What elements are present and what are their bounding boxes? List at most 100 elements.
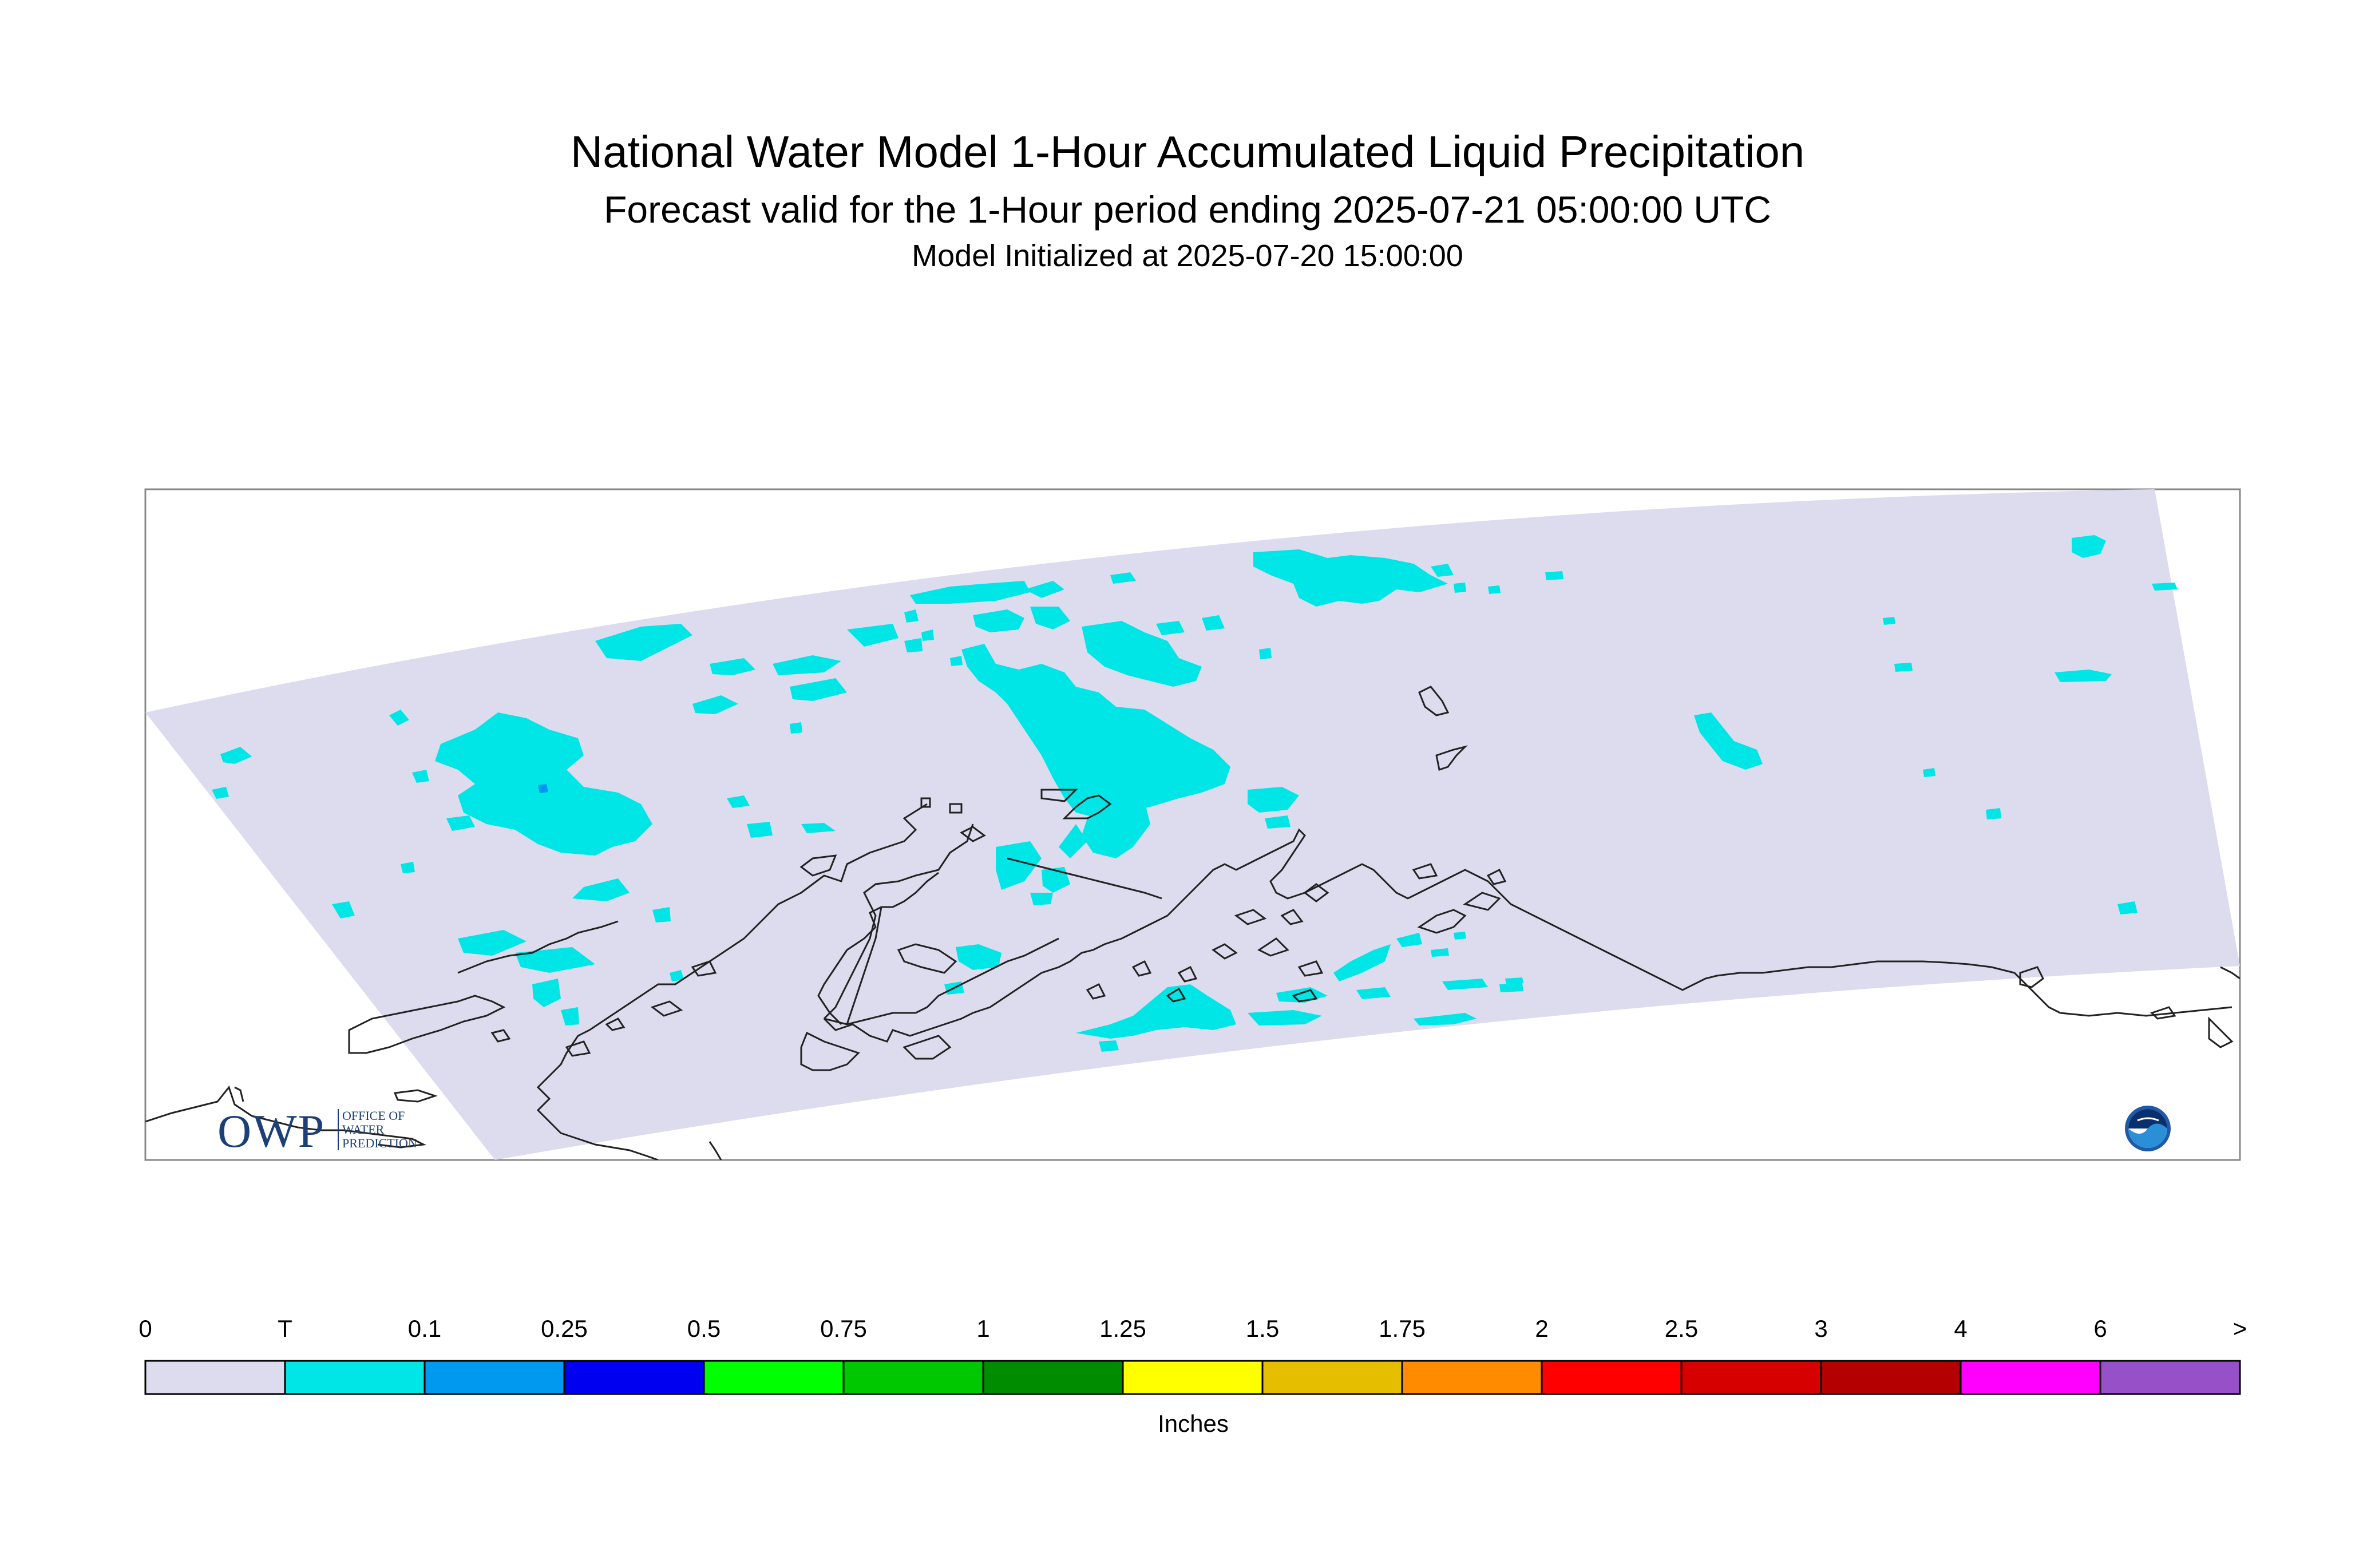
precip-patch bbox=[412, 770, 429, 783]
coastline bbox=[1212, 943, 1238, 960]
legend-tick-label: 1.75 bbox=[1379, 1315, 1426, 1342]
coastline bbox=[234, 1086, 244, 1102]
coastline bbox=[1303, 883, 1329, 902]
precip-patch bbox=[950, 656, 963, 666]
coastline bbox=[1486, 868, 1507, 885]
precip-patch bbox=[1883, 617, 1895, 625]
precip-patch bbox=[2072, 535, 2106, 558]
coastline bbox=[897, 943, 957, 974]
coastline bbox=[1166, 828, 2232, 1017]
legend-swatch bbox=[423, 1360, 565, 1395]
legend-swatch bbox=[1122, 1360, 1264, 1395]
legend-swatch bbox=[1680, 1360, 1822, 1395]
precip-patch bbox=[1986, 808, 2001, 819]
precip-patch bbox=[1202, 615, 1225, 631]
precip-patch bbox=[996, 841, 1042, 890]
coastline bbox=[1257, 937, 1289, 957]
precip-patch bbox=[670, 970, 684, 981]
precip-patch bbox=[1259, 648, 1272, 659]
precip-patch bbox=[790, 678, 847, 701]
precip-patch bbox=[1024, 581, 1064, 598]
legend-swatch bbox=[1401, 1360, 1543, 1395]
coastline bbox=[1177, 965, 1198, 983]
precip-areas bbox=[212, 535, 2178, 1052]
precip-patch bbox=[1248, 787, 1299, 813]
coastline bbox=[1280, 909, 1304, 925]
precip-patch bbox=[1356, 987, 1391, 999]
legend-swatch bbox=[144, 1360, 286, 1395]
precip-patch bbox=[332, 901, 355, 918]
coastline bbox=[823, 823, 974, 1020]
precip-patch bbox=[1488, 585, 1501, 594]
precip-patch bbox=[1030, 607, 1070, 629]
coastline bbox=[1297, 960, 1324, 977]
legend-tick-label: 1.5 bbox=[1245, 1315, 1280, 1342]
precip-patch bbox=[790, 722, 802, 734]
precip-patch bbox=[747, 822, 773, 838]
precip-patch bbox=[435, 712, 652, 856]
precip-patch bbox=[1694, 712, 1763, 770]
legend-swatch bbox=[1820, 1360, 1962, 1395]
precip-patch bbox=[1042, 867, 1070, 893]
legend-tick-label: 2 bbox=[1535, 1315, 1549, 1342]
legend-swatch bbox=[1541, 1360, 1683, 1395]
coastline bbox=[1418, 686, 1450, 716]
precip-patch bbox=[910, 581, 1030, 604]
legend-tick-label: 0 bbox=[138, 1315, 152, 1342]
legend-swatch bbox=[1960, 1360, 2101, 1395]
coastline bbox=[1463, 892, 1501, 911]
precip-patch bbox=[572, 878, 630, 901]
precip-patch bbox=[515, 947, 595, 973]
precip-patch bbox=[1505, 977, 1523, 984]
legend-tick-label: 0.75 bbox=[820, 1315, 867, 1342]
precip-patch bbox=[801, 823, 836, 833]
coastline bbox=[846, 906, 882, 1025]
precip-patch bbox=[1923, 768, 1935, 777]
precip-patch bbox=[1894, 663, 1913, 672]
precip-patch bbox=[973, 609, 1024, 632]
precip-patch bbox=[1396, 933, 1422, 947]
precip-patch bbox=[458, 930, 527, 956]
legend-tick-label: 2.5 bbox=[1664, 1315, 1699, 1342]
precip-patch bbox=[904, 609, 919, 623]
precip-patch bbox=[1059, 824, 1087, 858]
coastline bbox=[1086, 983, 1106, 1000]
precip-patch bbox=[1082, 621, 1202, 687]
legend-tick-label: 0.25 bbox=[541, 1315, 588, 1342]
precip-patch bbox=[1076, 984, 1236, 1039]
precip-patch bbox=[1099, 1040, 1119, 1052]
coastline bbox=[605, 1017, 626, 1031]
coastline bbox=[1234, 909, 1267, 925]
precip-patch bbox=[1248, 1010, 1322, 1025]
legend-tick-label: 6 bbox=[2093, 1315, 2107, 1342]
precip-patch bbox=[2117, 901, 2138, 914]
legend-swatch bbox=[284, 1360, 426, 1395]
map-title: National Water Model 1-Hour Accumulated … bbox=[570, 126, 1805, 177]
coastline bbox=[1007, 857, 1162, 900]
legend-units-label: Inches bbox=[1158, 1410, 1229, 1437]
owp-logo-text: OWP bbox=[217, 1105, 326, 1157]
legend-tick-label: 0.1 bbox=[407, 1315, 442, 1342]
precip-patch bbox=[1545, 571, 1563, 580]
coastline bbox=[920, 797, 931, 808]
coastline bbox=[823, 914, 1168, 1043]
legend-swatch bbox=[2099, 1360, 2241, 1395]
precip-patch bbox=[1442, 979, 1488, 990]
coastline bbox=[457, 920, 619, 974]
precip-patch bbox=[652, 907, 671, 922]
precip-patch bbox=[904, 638, 923, 652]
precip-patch bbox=[1454, 583, 1466, 593]
precip-patch bbox=[532, 979, 561, 1007]
precip-patch bbox=[1454, 932, 1466, 940]
coastline bbox=[691, 960, 717, 977]
precip-patch bbox=[961, 644, 1230, 818]
precip-patch bbox=[1082, 801, 1150, 858]
coastline bbox=[490, 1029, 511, 1043]
coastline bbox=[2208, 1016, 2234, 1048]
precip-patch bbox=[773, 655, 841, 675]
coastline bbox=[348, 995, 506, 1054]
precip-patch bbox=[1110, 572, 1136, 584]
precip-patch bbox=[401, 862, 415, 873]
legend-tick-label: 0.5 bbox=[687, 1315, 721, 1342]
legend-tick-label: 4 bbox=[1954, 1315, 1968, 1342]
